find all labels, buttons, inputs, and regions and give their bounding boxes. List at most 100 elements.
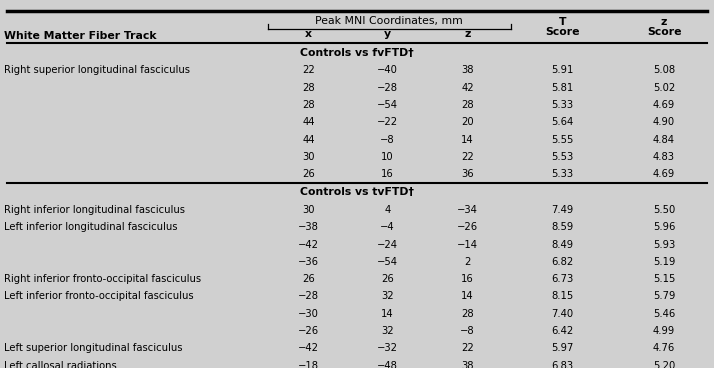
Text: −32: −32 (377, 343, 398, 353)
Text: 5.93: 5.93 (653, 240, 675, 250)
Text: 10: 10 (381, 152, 393, 162)
Text: 5.19: 5.19 (653, 257, 675, 267)
Text: 20: 20 (461, 117, 474, 127)
Text: Right inferior fronto-occipital fasciculus: Right inferior fronto-occipital fascicul… (4, 274, 201, 284)
Text: 26: 26 (381, 274, 393, 284)
Text: 6.42: 6.42 (551, 326, 573, 336)
Text: 5.81: 5.81 (551, 83, 573, 93)
Text: 5.55: 5.55 (551, 135, 573, 145)
Text: 42: 42 (461, 83, 474, 93)
Text: 5.91: 5.91 (551, 66, 573, 75)
Text: 14: 14 (381, 309, 393, 319)
Text: 5.33: 5.33 (551, 169, 573, 179)
Text: 28: 28 (303, 83, 315, 93)
Text: 30: 30 (303, 152, 315, 162)
Text: −24: −24 (377, 240, 398, 250)
Text: 4.76: 4.76 (653, 343, 675, 353)
Text: 4.83: 4.83 (653, 152, 675, 162)
Text: −54: −54 (377, 257, 398, 267)
Text: Controls vs fvFTD†: Controls vs fvFTD† (300, 47, 414, 58)
Text: Right inferior longitudinal fasciculus: Right inferior longitudinal fasciculus (4, 205, 185, 215)
Text: 5.96: 5.96 (653, 222, 675, 232)
Text: Left inferior longitudinal fasciculus: Left inferior longitudinal fasciculus (4, 222, 177, 232)
Text: −28: −28 (298, 291, 319, 301)
Text: −4: −4 (380, 222, 395, 232)
Text: −38: −38 (298, 222, 319, 232)
Text: 5.79: 5.79 (653, 291, 675, 301)
Text: 44: 44 (303, 117, 315, 127)
Text: −34: −34 (457, 205, 478, 215)
Text: −30: −30 (298, 309, 319, 319)
Text: y: y (384, 29, 391, 39)
Text: −42: −42 (298, 240, 319, 250)
Text: 16: 16 (461, 274, 474, 284)
Text: 8.15: 8.15 (551, 291, 573, 301)
Text: −48: −48 (377, 361, 398, 368)
Text: −36: −36 (298, 257, 319, 267)
Text: 4.84: 4.84 (653, 135, 675, 145)
Text: 2: 2 (465, 257, 471, 267)
Text: 16: 16 (381, 169, 393, 179)
Text: 5.20: 5.20 (653, 361, 675, 368)
Text: −8: −8 (461, 326, 475, 336)
Text: Controls vs tvFTD†: Controls vs tvFTD† (300, 187, 414, 197)
Text: 44: 44 (303, 135, 315, 145)
Text: 26: 26 (303, 169, 315, 179)
Text: 5.53: 5.53 (551, 152, 573, 162)
Text: Right superior longitudinal fasciculus: Right superior longitudinal fasciculus (4, 66, 190, 75)
Text: 5.46: 5.46 (653, 309, 675, 319)
Text: 14: 14 (461, 135, 474, 145)
Text: −26: −26 (457, 222, 478, 232)
Text: −26: −26 (298, 326, 319, 336)
Text: Left inferior fronto-occipital fasciculus: Left inferior fronto-occipital fasciculu… (4, 291, 193, 301)
Text: 6.73: 6.73 (551, 274, 573, 284)
Text: Left callosal radiations: Left callosal radiations (4, 361, 116, 368)
Text: White Matter Fiber Track: White Matter Fiber Track (4, 31, 156, 41)
Text: −22: −22 (377, 117, 398, 127)
Text: z: z (661, 17, 667, 27)
Text: 32: 32 (381, 291, 393, 301)
Text: Peak MNI Coordinates, mm: Peak MNI Coordinates, mm (316, 16, 463, 26)
Text: 5.50: 5.50 (653, 205, 675, 215)
Text: 14: 14 (461, 291, 474, 301)
Text: −18: −18 (298, 361, 319, 368)
Text: −28: −28 (377, 83, 398, 93)
Text: −40: −40 (377, 66, 398, 75)
Text: Score: Score (545, 27, 580, 38)
Text: 6.83: 6.83 (551, 361, 573, 368)
Text: 7.40: 7.40 (551, 309, 573, 319)
Text: 26: 26 (303, 274, 315, 284)
Text: −8: −8 (380, 135, 395, 145)
Text: 36: 36 (461, 169, 474, 179)
Text: 5.97: 5.97 (551, 343, 573, 353)
Text: x: x (306, 29, 312, 39)
Text: 8.59: 8.59 (551, 222, 573, 232)
Text: z: z (465, 29, 471, 39)
Text: 4.69: 4.69 (653, 100, 675, 110)
Text: 28: 28 (461, 100, 474, 110)
Text: Left superior longitudinal fasciculus: Left superior longitudinal fasciculus (4, 343, 182, 353)
Text: −54: −54 (377, 100, 398, 110)
Text: 5.15: 5.15 (653, 274, 675, 284)
Text: 32: 32 (381, 326, 393, 336)
Text: 38: 38 (461, 66, 474, 75)
Text: 28: 28 (303, 100, 315, 110)
Text: 22: 22 (461, 343, 474, 353)
Text: 22: 22 (303, 66, 315, 75)
Text: 4: 4 (384, 205, 391, 215)
Text: 4.69: 4.69 (653, 169, 675, 179)
Text: 5.64: 5.64 (551, 117, 573, 127)
Text: 5.08: 5.08 (653, 66, 675, 75)
Text: 38: 38 (461, 361, 474, 368)
Text: −14: −14 (457, 240, 478, 250)
Text: 8.49: 8.49 (551, 240, 573, 250)
Text: Score: Score (647, 27, 681, 38)
Text: 5.33: 5.33 (551, 100, 573, 110)
Text: −42: −42 (298, 343, 319, 353)
Text: 4.90: 4.90 (653, 117, 675, 127)
Text: 30: 30 (303, 205, 315, 215)
Text: 22: 22 (461, 152, 474, 162)
Text: 5.02: 5.02 (653, 83, 675, 93)
Text: T: T (558, 17, 566, 27)
Text: 4.99: 4.99 (653, 326, 675, 336)
